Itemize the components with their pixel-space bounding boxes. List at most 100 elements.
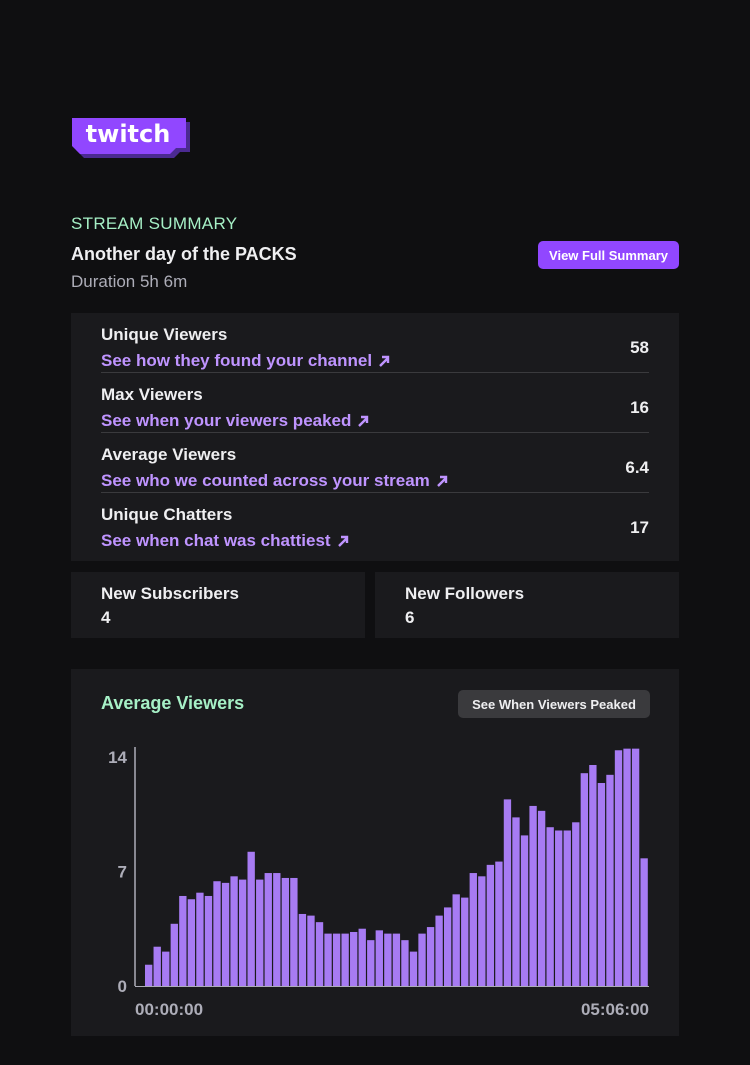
chart-bar bbox=[307, 915, 315, 986]
chart-bar bbox=[264, 873, 272, 986]
chart-bar bbox=[170, 923, 178, 986]
metric-link[interactable]: See when chat was chattiest bbox=[101, 531, 350, 551]
chart-bar bbox=[555, 830, 563, 986]
card-label: New Subscribers bbox=[101, 584, 239, 603]
see-when-viewers-peaked-button[interactable]: See When Viewers Peaked bbox=[458, 690, 650, 718]
divider bbox=[101, 492, 649, 493]
metric-link-text[interactable]: See when your viewers peaked bbox=[101, 411, 352, 430]
average-viewers-chart: 0 7 14 00:00:00 05:06:00 bbox=[108, 747, 649, 1019]
new-followers-card: New Followers 6 bbox=[375, 572, 679, 638]
arrow-up-right-icon bbox=[379, 355, 390, 367]
metric-label: Average Viewers bbox=[101, 445, 237, 464]
chart-bar bbox=[384, 933, 392, 986]
chart-bar bbox=[597, 783, 606, 986]
metric-label: Unique Viewers bbox=[101, 325, 228, 344]
chart-bar bbox=[256, 879, 264, 986]
metric-link[interactable]: See how they found your channel bbox=[101, 351, 391, 371]
chart-bar bbox=[435, 915, 443, 986]
x-end-label: 05:06:00 bbox=[581, 1000, 649, 1019]
metric-label: Max Viewers bbox=[101, 385, 203, 404]
metric-row-max-viewers: Max Viewers See when your viewers peaked… bbox=[101, 373, 649, 433]
chart-bar bbox=[623, 748, 631, 986]
chart-bar bbox=[358, 928, 366, 986]
divider bbox=[101, 372, 649, 373]
chart-bar bbox=[606, 774, 614, 986]
metric-row-unique-viewers: Unique Viewers See how they found your c… bbox=[101, 313, 649, 373]
chart-bar bbox=[401, 940, 409, 986]
chart-bar bbox=[367, 940, 375, 986]
chart-bar bbox=[486, 864, 495, 986]
chart-bar bbox=[281, 877, 290, 986]
chart-bar bbox=[332, 933, 341, 986]
metrics-panel: Unique Viewers See how they found your c… bbox=[71, 313, 679, 561]
metric-link[interactable]: See who we counted across your stream bbox=[101, 471, 449, 491]
chart-bar bbox=[187, 899, 196, 986]
arrow-up-right-icon bbox=[436, 475, 447, 487]
new-subscribers-card: New Subscribers 4 bbox=[71, 572, 365, 638]
chart-bar bbox=[520, 835, 529, 986]
chart-bar bbox=[452, 894, 460, 986]
chart-bar bbox=[162, 951, 170, 986]
chart-bar bbox=[537, 810, 546, 986]
chart-bar bbox=[290, 877, 298, 986]
metric-value: 58 bbox=[630, 338, 649, 357]
chart-bar bbox=[563, 830, 571, 986]
chart-bar bbox=[145, 964, 153, 986]
chart-bar bbox=[469, 873, 477, 986]
chart-bar bbox=[350, 931, 358, 986]
metric-link-text[interactable]: See how they found your channel bbox=[101, 351, 373, 370]
chart-bar bbox=[546, 827, 554, 986]
chart-bar bbox=[580, 773, 588, 986]
chart-bar bbox=[196, 892, 204, 986]
chart-bar bbox=[495, 861, 503, 986]
chart-bar bbox=[418, 933, 426, 986]
chart-bar bbox=[247, 851, 255, 986]
chart-bar bbox=[572, 822, 580, 986]
chart-bar bbox=[298, 913, 307, 986]
chart-bar bbox=[179, 895, 187, 986]
card-value: 6 bbox=[405, 608, 415, 627]
card-value: 4 bbox=[101, 608, 111, 627]
chart-bar bbox=[443, 907, 452, 986]
chart-bar bbox=[529, 805, 537, 986]
chart-bar bbox=[221, 882, 230, 986]
chart-bar bbox=[512, 817, 520, 986]
section-label: STREAM SUMMARY bbox=[71, 214, 238, 233]
chart-bar bbox=[461, 897, 469, 986]
chart-bar bbox=[589, 765, 597, 986]
chart-bar bbox=[204, 895, 213, 986]
divider bbox=[101, 432, 649, 433]
metric-label: Unique Chatters bbox=[101, 505, 233, 524]
metric-link[interactable]: See when your viewers peaked bbox=[101, 411, 370, 431]
chart-bar bbox=[324, 933, 332, 986]
y-tick-label: 7 bbox=[118, 862, 127, 881]
metric-value: 16 bbox=[630, 398, 649, 417]
view-full-summary-button[interactable]: View Full Summary bbox=[538, 241, 679, 269]
chart-bar bbox=[315, 922, 324, 986]
metric-value: 17 bbox=[630, 518, 649, 537]
chart-title: Average Viewers bbox=[101, 693, 245, 713]
y-tick-label: 14 bbox=[108, 748, 127, 767]
chart-bar bbox=[213, 881, 221, 986]
card-label: New Followers bbox=[405, 584, 525, 603]
stream-duration: Duration 5h 6m bbox=[71, 272, 188, 291]
chart-bar bbox=[153, 946, 161, 986]
chart-bar bbox=[273, 873, 281, 986]
metric-value: 6.4 bbox=[625, 458, 649, 477]
metric-row-unique-chatters: Unique Chatters See when chat was chatti… bbox=[101, 493, 649, 553]
chart-bar bbox=[392, 933, 401, 986]
chart-bar bbox=[230, 876, 238, 986]
stream-title: Another day of the PACKS bbox=[71, 244, 297, 264]
average-viewers-chart-card: Average Viewers See When Viewers Peaked … bbox=[71, 669, 679, 1036]
chart-bar bbox=[238, 879, 247, 986]
metric-link-text[interactable]: See when chat was chattiest bbox=[101, 531, 331, 550]
chart-bar bbox=[503, 799, 512, 986]
metric-link-text[interactable]: See who we counted across your stream bbox=[101, 471, 430, 490]
chart-bar bbox=[640, 858, 648, 986]
chart-bar bbox=[478, 876, 486, 986]
arrow-up-right-icon bbox=[337, 535, 348, 547]
chart-bar bbox=[426, 927, 435, 986]
logo-wordmark: twitch bbox=[86, 120, 171, 148]
y-tick-label: 0 bbox=[118, 977, 127, 996]
twitch-logo: twitch bbox=[72, 118, 190, 158]
